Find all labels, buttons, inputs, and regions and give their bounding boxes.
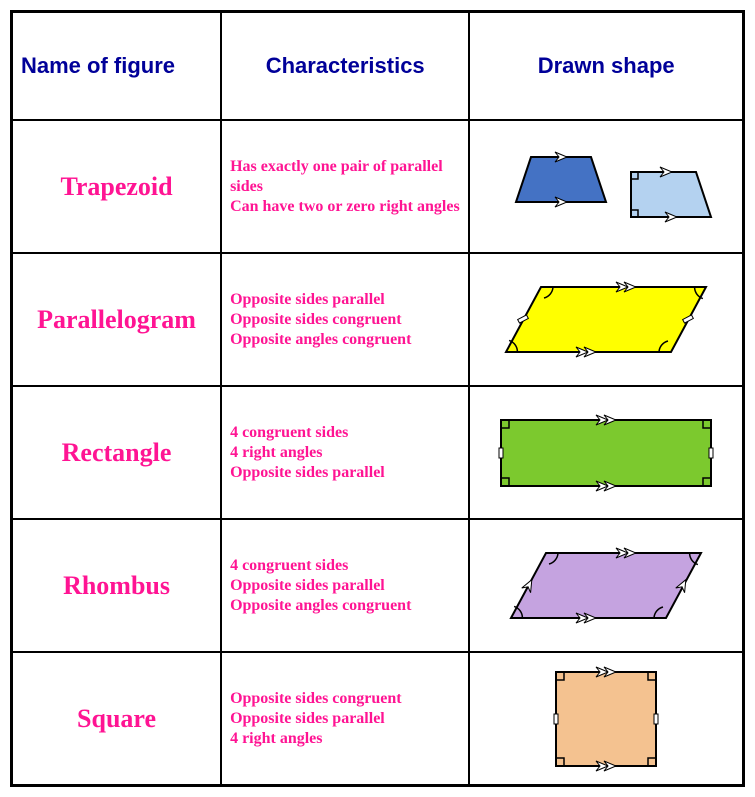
figure-characteristics: Opposite sides congruentOpposite sides p…	[221, 652, 469, 786]
table-row: Rhombus4 congruent sidesOpposite sides p…	[12, 519, 744, 652]
figure-name: Parallelogram	[12, 253, 222, 386]
figure-name: Trapezoid	[12, 120, 222, 253]
rectangle-icon	[469, 386, 743, 519]
table-row: SquareOpposite sides congruentOpposite s…	[12, 652, 744, 786]
figure-name: Rhombus	[12, 519, 222, 652]
figure-characteristics: 4 congruent sidesOpposite sides parallel…	[221, 519, 469, 652]
quadrilateral-table: Name of figure Characteristics Drawn sha…	[10, 10, 745, 787]
figure-characteristics: Has exactly one pair of parallel sidesCa…	[221, 120, 469, 253]
figure-characteristics: 4 congruent sides4 right anglesOpposite …	[221, 386, 469, 519]
col-header-shape: Drawn shape	[469, 12, 743, 121]
figure-name: Square	[12, 652, 222, 786]
rhombus-icon	[469, 519, 743, 652]
trapezoid-pair-icon	[469, 120, 743, 253]
col-header-chars: Characteristics	[221, 12, 469, 121]
col-header-name: Name of figure	[12, 12, 222, 121]
parallelogram-icon	[469, 253, 743, 386]
header-row: Name of figure Characteristics Drawn sha…	[12, 12, 744, 121]
table-row: ParallelogramOpposite sides parallelOppo…	[12, 253, 744, 386]
square-icon	[469, 652, 743, 786]
figure-name: Rectangle	[12, 386, 222, 519]
table-row: Rectangle4 congruent sides4 right angles…	[12, 386, 744, 519]
table-row: TrapezoidHas exactly one pair of paralle…	[12, 120, 744, 253]
figure-characteristics: Opposite sides parallelOpposite sides co…	[221, 253, 469, 386]
